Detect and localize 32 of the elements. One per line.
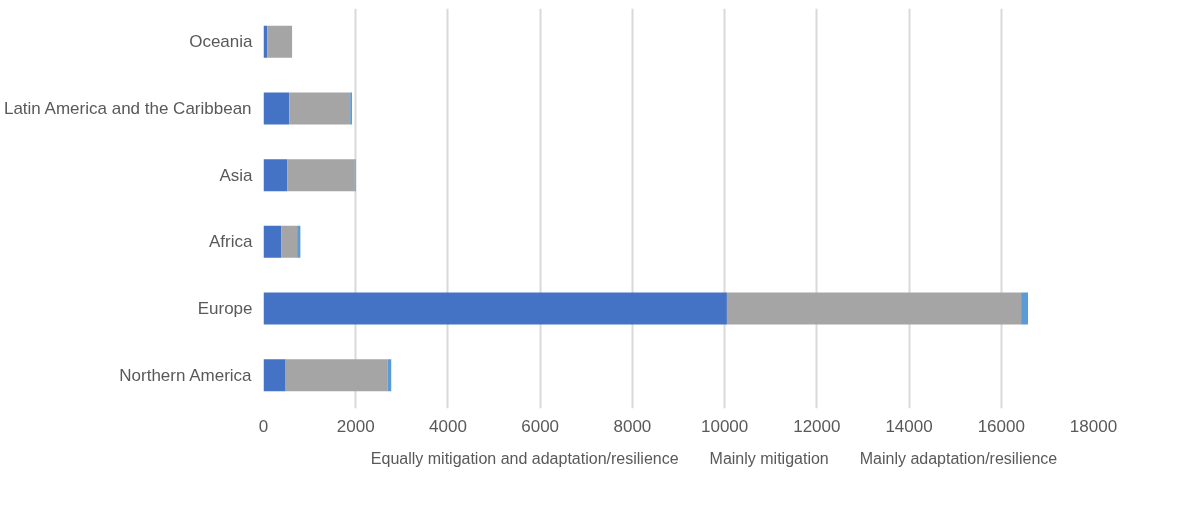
y-tick-label: Africa [209, 232, 254, 252]
y-tick-label: Europe [197, 299, 253, 318]
x-tick-label: 6000 [521, 416, 560, 436]
x-tick-label: 0 [258, 416, 269, 436]
x-tick-label: 16000 [977, 416, 1025, 436]
bar [297, 225, 301, 258]
bar [263, 92, 290, 125]
bar [267, 25, 293, 58]
bar [263, 159, 288, 192]
bar [263, 359, 286, 392]
y-tick-label: Oceania [189, 32, 254, 52]
bar [726, 292, 1022, 325]
x-tick-label: 10000 [700, 416, 749, 436]
y-tick-label: Asia [219, 165, 254, 185]
y-tick-label: Northern America [119, 365, 253, 385]
bar [263, 292, 727, 325]
bar [1021, 292, 1029, 325]
x-tick-label: 8000 [613, 416, 652, 436]
text: Equally mitigation and adaptation/resilience [370, 450, 679, 468]
x-tick-label: 12000 [793, 416, 841, 436]
bar [287, 159, 355, 192]
x-tick-label: 2000 [336, 416, 375, 436]
x-tick-label: 18000 [1069, 416, 1118, 436]
bar [285, 359, 388, 392]
y-tick-label: Latin America and the Caribbean [3, 99, 252, 118]
bar [263, 225, 282, 258]
bar [281, 225, 298, 258]
x-tick-label: 14000 [885, 416, 933, 436]
bar [289, 92, 351, 125]
text: Mainly adaptation/resilience [859, 450, 1058, 468]
text: Mainly mitigation [709, 450, 829, 468]
x-tick-label: 4000 [429, 416, 467, 436]
